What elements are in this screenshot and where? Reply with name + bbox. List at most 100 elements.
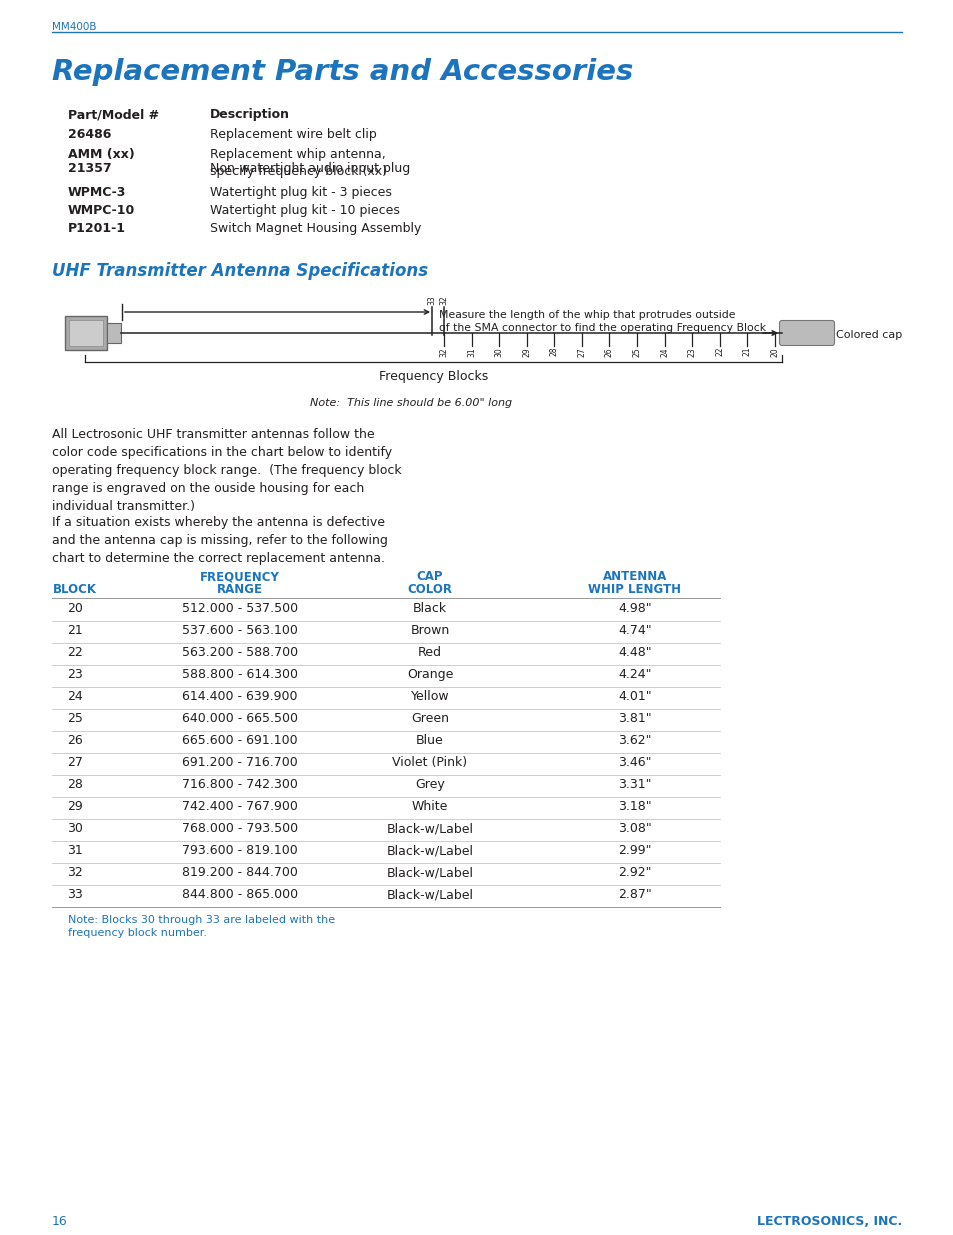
- Text: 26: 26: [604, 347, 614, 357]
- Text: Switch Magnet Housing Assembly: Switch Magnet Housing Assembly: [210, 222, 421, 235]
- Text: Black-w/Label: Black-w/Label: [386, 888, 473, 902]
- Text: 742.400 - 767.900: 742.400 - 767.900: [182, 800, 297, 813]
- Text: 716.800 - 742.300: 716.800 - 742.300: [182, 778, 297, 790]
- Text: Blue: Blue: [416, 734, 443, 747]
- Text: 26: 26: [67, 734, 83, 747]
- Text: 23: 23: [687, 347, 696, 357]
- Text: Watertight plug kit - 10 pieces: Watertight plug kit - 10 pieces: [210, 204, 399, 217]
- Text: Colored cap: Colored cap: [835, 330, 902, 340]
- Text: 3.31": 3.31": [618, 778, 651, 790]
- Text: Black-w/Label: Black-w/Label: [386, 823, 473, 835]
- Text: Black-w/Label: Black-w/Label: [386, 866, 473, 879]
- Text: 21357: 21357: [68, 162, 112, 175]
- Text: White: White: [412, 800, 448, 813]
- Text: COLOR: COLOR: [407, 583, 452, 597]
- Text: WMPC-10: WMPC-10: [68, 204, 135, 217]
- Text: Grey: Grey: [415, 778, 444, 790]
- Text: 3.46": 3.46": [618, 756, 651, 769]
- Text: 28: 28: [549, 347, 558, 357]
- Text: Green: Green: [411, 713, 449, 725]
- Text: CAP: CAP: [416, 571, 443, 583]
- Text: 3.62": 3.62": [618, 734, 651, 747]
- Text: 793.600 - 819.100: 793.600 - 819.100: [182, 844, 297, 857]
- Text: 32: 32: [439, 347, 448, 357]
- Text: Black: Black: [413, 601, 447, 615]
- Text: 3.18": 3.18": [618, 800, 651, 813]
- Text: Replacement Parts and Accessories: Replacement Parts and Accessories: [52, 58, 633, 86]
- Text: 26486: 26486: [68, 128, 112, 141]
- Text: RANGE: RANGE: [216, 583, 263, 597]
- Text: 32: 32: [67, 866, 83, 879]
- Text: 4.74": 4.74": [618, 624, 651, 637]
- Text: 640.000 - 665.500: 640.000 - 665.500: [182, 713, 297, 725]
- Text: 21: 21: [67, 624, 83, 637]
- Text: 512.000 - 537.500: 512.000 - 537.500: [182, 601, 297, 615]
- Text: Note:  This line should be 6.00" long: Note: This line should be 6.00" long: [310, 398, 512, 408]
- Text: 22: 22: [715, 347, 723, 357]
- Text: 819.200 - 844.700: 819.200 - 844.700: [182, 866, 297, 879]
- Text: WHIP LENGTH: WHIP LENGTH: [588, 583, 680, 597]
- Bar: [69, 320, 103, 346]
- Bar: [107, 324, 121, 343]
- Text: 844.800 - 865.000: 844.800 - 865.000: [182, 888, 297, 902]
- Text: 27: 27: [67, 756, 83, 769]
- Text: ANTENNA: ANTENNA: [602, 571, 666, 583]
- Text: Description: Description: [210, 107, 290, 121]
- Text: Note: Blocks 30 through 33 are labeled with the
frequency block number.: Note: Blocks 30 through 33 are labeled w…: [68, 915, 335, 939]
- Text: 2.87": 2.87": [618, 888, 651, 902]
- Text: 25: 25: [67, 713, 83, 725]
- Text: 768.000 - 793.500: 768.000 - 793.500: [182, 823, 297, 835]
- Text: 29: 29: [521, 347, 531, 357]
- Text: 25: 25: [632, 347, 641, 357]
- Bar: [65, 316, 107, 350]
- Text: If a situation exists whereby the antenna is defective
and the antenna cap is mi: If a situation exists whereby the antenn…: [52, 516, 388, 564]
- Text: 588.800 - 614.300: 588.800 - 614.300: [182, 668, 297, 680]
- Text: 3.81": 3.81": [618, 713, 651, 725]
- Text: Orange: Orange: [406, 668, 453, 680]
- Text: 691.200 - 716.700: 691.200 - 716.700: [182, 756, 297, 769]
- Text: Black-w/Label: Black-w/Label: [386, 844, 473, 857]
- Text: 23: 23: [67, 668, 83, 680]
- Text: 20: 20: [770, 347, 779, 357]
- Text: Watertight plug kit - 3 pieces: Watertight plug kit - 3 pieces: [210, 186, 392, 199]
- Text: Part/Model #: Part/Model #: [68, 107, 159, 121]
- Text: LECTROSONICS, INC.: LECTROSONICS, INC.: [756, 1215, 901, 1228]
- Text: 28: 28: [67, 778, 83, 790]
- Text: 4.24": 4.24": [618, 668, 651, 680]
- Text: BLOCK: BLOCK: [53, 583, 97, 597]
- Text: 22: 22: [67, 646, 83, 659]
- Text: Non-watertight audio input plug: Non-watertight audio input plug: [210, 162, 410, 175]
- Text: P1201-1: P1201-1: [68, 222, 126, 235]
- Text: 31: 31: [467, 347, 476, 357]
- Text: 4.48": 4.48": [618, 646, 651, 659]
- Text: Violet (Pink): Violet (Pink): [392, 756, 467, 769]
- Text: 24: 24: [659, 347, 668, 357]
- Text: 20: 20: [67, 601, 83, 615]
- Text: 33: 33: [427, 295, 436, 305]
- Text: 563.200 - 588.700: 563.200 - 588.700: [182, 646, 297, 659]
- Text: Brown: Brown: [410, 624, 449, 637]
- Text: 2.99": 2.99": [618, 844, 651, 857]
- Text: 2.92": 2.92": [618, 866, 651, 879]
- Text: 21: 21: [742, 347, 751, 357]
- Text: Replacement wire belt clip: Replacement wire belt clip: [210, 128, 376, 141]
- Text: Measure the length of the whip that protrudes outside
of the SMA connector to fi: Measure the length of the whip that prot…: [438, 310, 765, 333]
- Text: 30: 30: [67, 823, 83, 835]
- Text: WPMC-3: WPMC-3: [68, 186, 126, 199]
- Text: 3.08": 3.08": [618, 823, 651, 835]
- Text: 16: 16: [52, 1215, 68, 1228]
- Text: Yellow: Yellow: [410, 690, 449, 703]
- Text: MM400B: MM400B: [52, 22, 96, 32]
- Text: 4.98": 4.98": [618, 601, 651, 615]
- Text: 30: 30: [495, 347, 503, 357]
- Text: Red: Red: [417, 646, 441, 659]
- Text: 33: 33: [67, 888, 83, 902]
- Text: 29: 29: [67, 800, 83, 813]
- Text: 537.600 - 563.100: 537.600 - 563.100: [182, 624, 297, 637]
- Text: FREQUENCY: FREQUENCY: [200, 571, 279, 583]
- Text: UHF Transmitter Antenna Specifications: UHF Transmitter Antenna Specifications: [52, 262, 428, 280]
- Text: AMM (xx): AMM (xx): [68, 148, 134, 161]
- Text: 32: 32: [439, 295, 448, 305]
- Text: 614.400 - 639.900: 614.400 - 639.900: [182, 690, 297, 703]
- Text: Frequency Blocks: Frequency Blocks: [378, 370, 488, 383]
